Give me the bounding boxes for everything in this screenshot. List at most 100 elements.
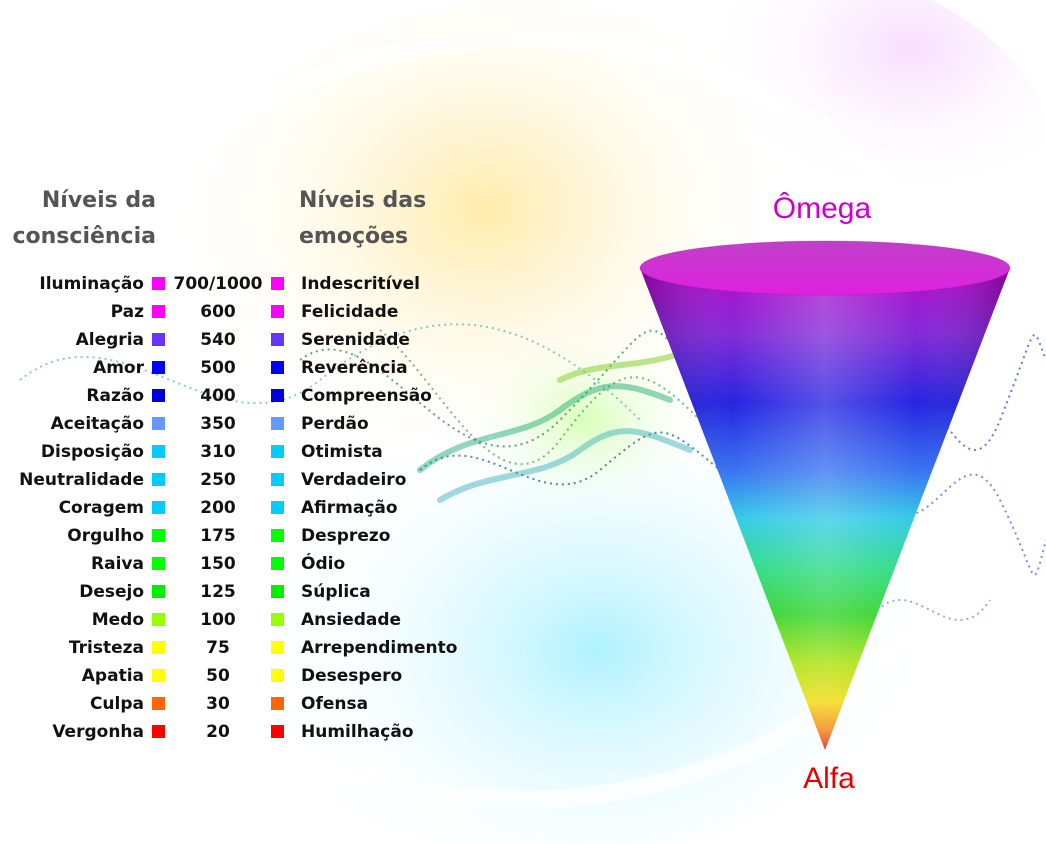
consciousness-header-line1: Níveis da (41, 188, 156, 213)
consciousness-color-swatch (152, 557, 165, 570)
consciousness-color-swatch (152, 669, 165, 682)
level-row: Medo 100 Ansiedade (0, 606, 470, 634)
consciousness-color-swatch (152, 501, 165, 514)
emotion-level-name: Ofensa (301, 694, 369, 714)
consciousness-color-swatch (152, 585, 165, 598)
consciousness-color-swatch (152, 725, 165, 738)
emotion-color-swatch (271, 669, 284, 682)
emotion-level-name: Compreensão (301, 386, 432, 406)
level-row: Razão 400 Compreensão (0, 382, 470, 410)
consciousness-color-swatch (152, 613, 165, 626)
level-row: Amor 500 Reverência (0, 354, 470, 382)
level-row: Tristeza 75 Arrependimento (0, 634, 470, 662)
consciousness-level-name: Aceitação (50, 414, 144, 434)
emotion-levels-header: Níveis das emoções (299, 183, 499, 255)
consciousness-level-name: Tristeza (68, 638, 144, 658)
consciousness-level-name: Orgulho (67, 526, 144, 546)
omega-label: Ômega (772, 192, 872, 225)
emotion-color-swatch (271, 585, 284, 598)
level-value: 500 (200, 358, 236, 378)
emotion-header-line2: emoções (299, 224, 409, 249)
emotion-level-name: Desprezo (301, 526, 391, 546)
emotion-color-swatch (271, 417, 284, 430)
alfa-label: Alfa (803, 762, 855, 795)
emotion-color-swatch (271, 529, 284, 542)
consciousness-header-line2: consciência (12, 224, 156, 249)
emotion-level-name: Otimista (301, 442, 383, 462)
level-value: 30 (206, 694, 230, 714)
level-value: 400 (200, 386, 236, 406)
level-value: 125 (200, 582, 236, 602)
consciousness-level-name: Vergonha (52, 722, 144, 742)
consciousness-color-swatch (152, 305, 165, 318)
emotion-color-swatch (271, 725, 284, 738)
consciousness-level-name: Coragem (58, 498, 144, 518)
level-row: Raiva 150 Ódio (0, 550, 470, 578)
consciousness-level-name: Amor (93, 358, 144, 378)
consciousness-color-swatch (152, 389, 165, 402)
consciousness-level-name: Iluminação (39, 274, 144, 294)
emotion-color-swatch (271, 473, 284, 486)
level-value: 100 (200, 610, 236, 630)
level-value: 350 (200, 414, 236, 434)
consciousness-level-name: Raiva (91, 554, 144, 574)
level-row: Iluminação 700/1000 Indescritível (0, 270, 470, 298)
emotion-color-swatch (271, 445, 284, 458)
emotion-color-swatch (271, 613, 284, 626)
consciousness-color-swatch (152, 529, 165, 542)
level-row: Alegria 540 Serenidade (0, 326, 470, 354)
level-value: 540 (200, 330, 236, 350)
consciousness-color-swatch (152, 697, 165, 710)
emotion-color-swatch (271, 641, 284, 654)
level-value: 700/1000 (173, 274, 263, 294)
consciousness-level-name: Neutralidade (19, 470, 144, 490)
emotion-level-name: Desespero (301, 666, 403, 686)
level-row: Culpa 30 Ofensa (0, 690, 470, 718)
emotion-level-name: Felicidade (301, 302, 399, 322)
level-value: 175 (200, 526, 236, 546)
emotion-color-swatch (271, 557, 284, 570)
level-row: Disposição 310 Otimista (0, 438, 470, 466)
consciousness-level-name: Medo (91, 610, 144, 630)
emotion-header-line1: Níveis das (299, 188, 427, 213)
emotion-level-name: Verdadeiro (301, 470, 407, 490)
emotion-level-name: Arrependimento (301, 638, 458, 658)
consciousness-color-swatch (152, 641, 165, 654)
emotion-color-swatch (271, 305, 284, 318)
consciousness-color-swatch (152, 361, 165, 374)
emotion-level-name: Reverência (301, 358, 408, 378)
level-value: 150 (200, 554, 236, 574)
consciousness-level-name: Culpa (89, 694, 144, 714)
consciousness-color-swatch (152, 417, 165, 430)
consciousness-color-swatch (152, 473, 165, 486)
level-value: 20 (206, 722, 230, 742)
level-value: 75 (206, 638, 230, 658)
level-value: 600 (200, 302, 236, 322)
consciousness-color-swatch (152, 333, 165, 346)
level-value: 250 (200, 470, 236, 490)
consciousness-level-name: Apatia (81, 666, 144, 686)
level-row: Orgulho 175 Desprezo (0, 522, 470, 550)
level-row: Apatia 50 Desespero (0, 662, 470, 690)
consciousness-level-name: Razão (86, 386, 144, 406)
consciousness-level-name: Desejo (79, 582, 144, 602)
emotion-color-swatch (271, 333, 284, 346)
emotion-level-name: Serenidade (301, 330, 410, 350)
emotion-color-swatch (271, 501, 284, 514)
level-value: 200 (200, 498, 236, 518)
level-value: 310 (200, 442, 236, 462)
consciousness-level-name: Alegria (75, 330, 144, 350)
emotion-color-swatch (271, 389, 284, 402)
level-value: 50 (206, 666, 230, 686)
level-row: Aceitação 350 Perdão (0, 410, 470, 438)
emotion-level-name: Ódio (301, 554, 346, 574)
emotion-color-swatch (271, 277, 284, 290)
emotion-level-name: Súplica (301, 582, 371, 602)
consciousness-color-swatch (152, 445, 165, 458)
emotion-level-name: Afirmação (301, 498, 398, 518)
consciousness-color-swatch (152, 277, 165, 290)
level-row: Vergonha 20 Humilhação (0, 718, 470, 746)
consciousness-level-name: Paz (110, 302, 144, 322)
emotion-color-swatch (271, 697, 284, 710)
consciousness-levels-header: Níveis da consciência (6, 183, 156, 255)
